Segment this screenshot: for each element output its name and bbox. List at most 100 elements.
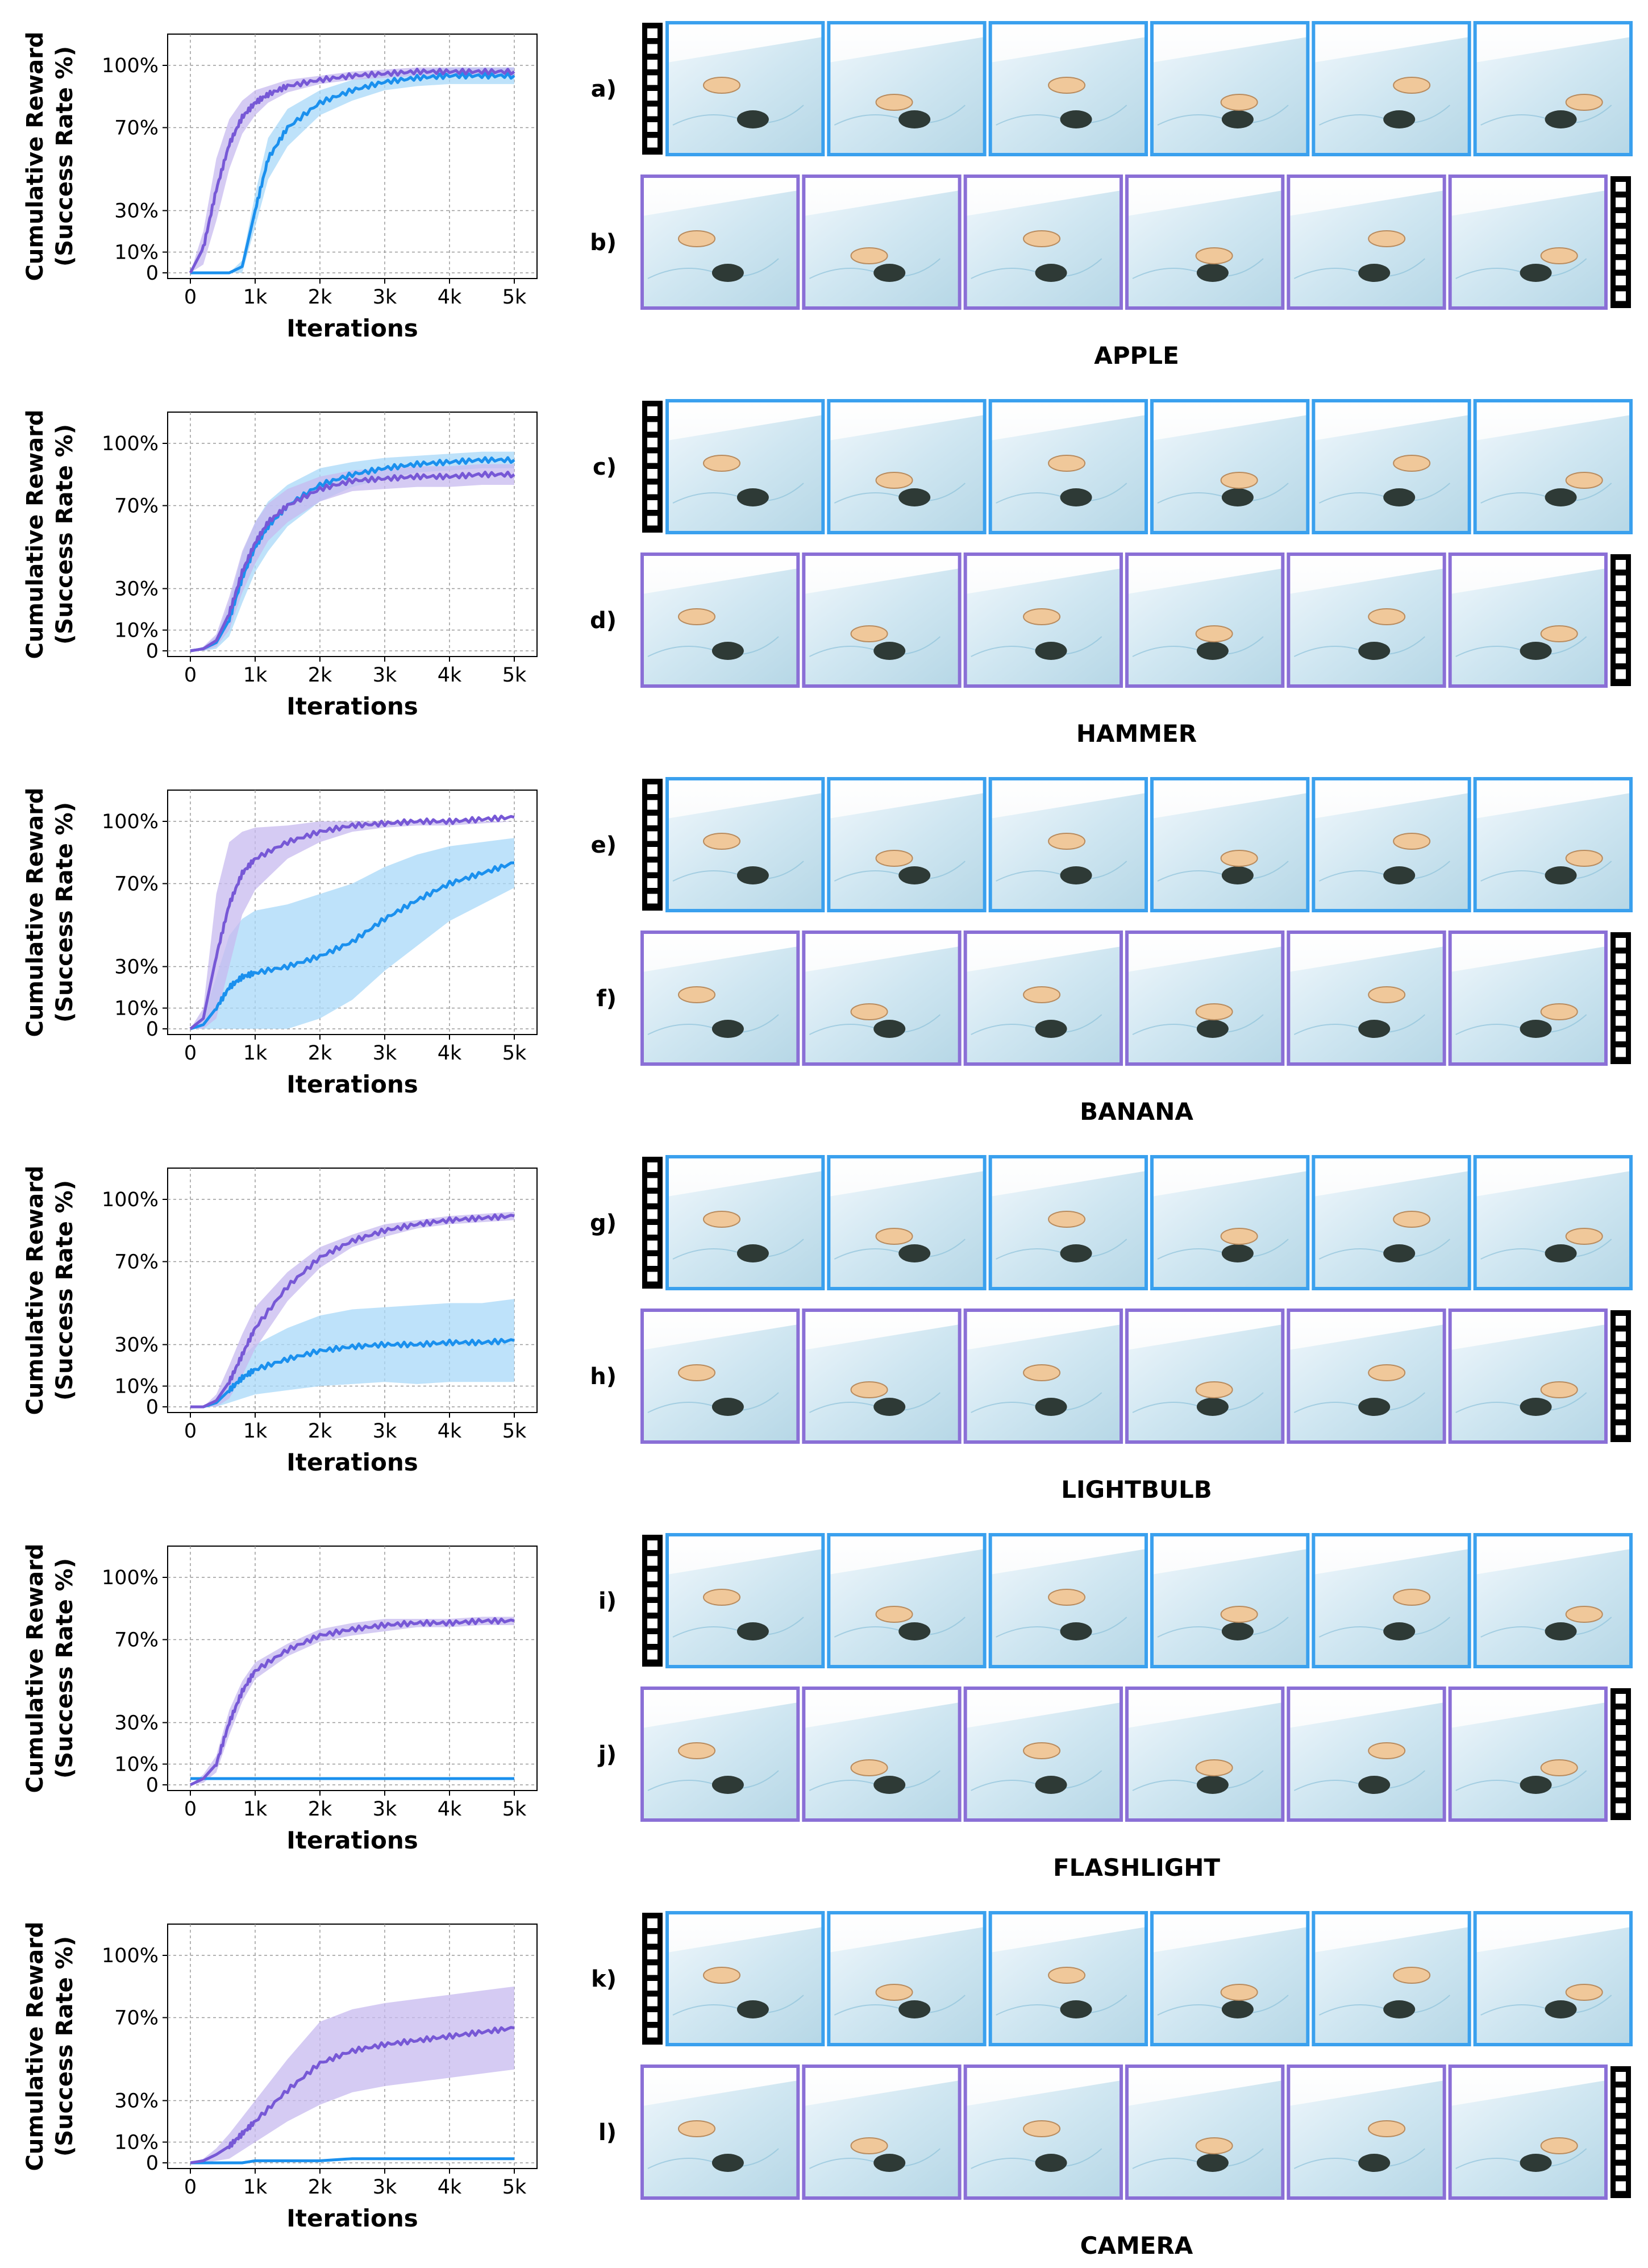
frame-border <box>963 1687 1123 1822</box>
film-perforation <box>1616 953 1626 963</box>
y-tick-label: 0 <box>146 1396 159 1419</box>
film-perforation <box>647 453 657 463</box>
strip-label: j) <box>597 1742 617 1768</box>
film-perforation <box>1616 1394 1626 1404</box>
film-perforation <box>1616 2072 1626 2082</box>
hand <box>1048 77 1086 94</box>
y-axis-label-line1: Cumulative Reward <box>22 32 48 281</box>
hand <box>1540 2137 1578 2154</box>
y-tick-label: 70% <box>114 495 159 518</box>
frame-thumbnail <box>827 1155 987 1290</box>
film-edge <box>1610 1688 1631 1820</box>
panel-title: APPLE <box>1094 342 1179 369</box>
hand <box>1368 986 1406 1003</box>
film-edge <box>1610 176 1631 308</box>
shadow <box>711 642 744 660</box>
film-perforation <box>647 1240 657 1251</box>
frame-thumbnail <box>1312 21 1471 156</box>
shadow <box>736 110 769 128</box>
series-line-purple <box>189 815 515 1030</box>
floor-surface <box>1313 1549 1470 1667</box>
x-tick-label: 4k <box>438 1798 462 1821</box>
hand <box>1220 1984 1258 2001</box>
floor-surface <box>990 415 1146 533</box>
floor-surface <box>990 1171 1146 1289</box>
shadow <box>1196 1020 1229 1038</box>
film-perforation <box>647 500 657 510</box>
frame-border <box>827 21 987 156</box>
film-perforation <box>1616 985 1626 995</box>
strip-label: d) <box>590 608 617 634</box>
y-axis-label: Cumulative Reward (Success Rate %) <box>22 1922 78 2171</box>
film-perforation <box>647 122 657 132</box>
film-strip: g) <box>590 1155 1633 1290</box>
frame-thumbnail <box>1473 399 1633 534</box>
x-tick-label: 0 <box>184 286 197 309</box>
frame-thumbnail <box>1287 931 1446 1066</box>
frame-border <box>1312 1911 1471 2046</box>
frame-border <box>1448 2065 1608 2200</box>
frame-border <box>1312 399 1471 534</box>
film-edge <box>642 401 663 533</box>
hand <box>1023 2120 1061 2137</box>
film-perforation <box>647 847 657 857</box>
frame-border <box>665 1533 825 1668</box>
frame-border <box>640 1309 800 1444</box>
frame-thumbnail <box>1150 1533 1310 1668</box>
floor-surface <box>804 568 960 686</box>
y-axis-label-line2: (Success Rate %) <box>52 1558 78 1779</box>
frame-thumbnail <box>640 175 800 310</box>
film-perforation <box>647 106 657 117</box>
y-tick-label: 70% <box>114 1629 159 1652</box>
series-line-purple <box>189 68 515 274</box>
frame-thumbnail <box>1150 399 1310 534</box>
frame-border <box>640 1687 800 1822</box>
shadow <box>1221 488 1254 506</box>
shadow <box>1060 866 1092 884</box>
frame-thumbnail <box>1473 1155 1633 1290</box>
shadow <box>736 2000 769 2018</box>
strip-label: c) <box>593 454 617 480</box>
series-line-blue <box>190 1337 515 1409</box>
y-axis-label-line2: (Success Rate %) <box>52 1936 78 2157</box>
frame-border <box>640 175 800 310</box>
frame-thumbnail <box>827 777 987 912</box>
hand <box>1220 850 1258 867</box>
frame-border <box>1448 553 1608 688</box>
frame-thumbnail <box>827 1533 987 1668</box>
frame-thumbnail <box>802 553 962 688</box>
shadow <box>1520 1398 1552 1416</box>
film-perforation <box>647 831 657 841</box>
panel-title: FLASHLIGHT <box>1053 1854 1220 1881</box>
film-perforation <box>647 784 657 794</box>
film-perforation <box>1616 938 1626 948</box>
panel-lightbulb: 0 1k 2k 3k 4k 5k010%30%70%100%IterationsCumul… <box>22 1155 1633 1503</box>
floor-surface <box>1288 1324 1445 1442</box>
frame-border <box>1287 175 1446 310</box>
frame-thumbnail <box>827 21 987 156</box>
frame-border <box>988 1155 1148 1290</box>
panel-title: HAMMER <box>1076 720 1197 747</box>
film-perforation <box>647 2028 657 2038</box>
floor-surface <box>804 1702 960 1820</box>
y-tick-label: 10% <box>114 1376 159 1398</box>
hand <box>1565 1984 1603 2001</box>
film-perforation <box>1616 1047 1626 1057</box>
frame-thumbnail <box>963 175 1123 310</box>
film-strip: h) <box>590 1309 1631 1444</box>
film-perforation <box>647 2012 657 2022</box>
film-perforation <box>1616 213 1626 223</box>
panel-title: CAMERA <box>1080 2232 1193 2259</box>
x-tick-label: 2k <box>308 1420 332 1443</box>
frame-border <box>1312 21 1471 156</box>
frame-border <box>1125 1687 1285 1822</box>
series-line-purple <box>189 1617 515 1787</box>
shadow <box>1196 1776 1229 1794</box>
x-tick-label: 2k <box>308 1798 332 1821</box>
hand <box>1023 230 1061 247</box>
band-purple <box>190 464 514 651</box>
film-perforation <box>647 1178 657 1188</box>
shadow <box>1520 2154 1552 2172</box>
hand <box>1540 625 1578 642</box>
